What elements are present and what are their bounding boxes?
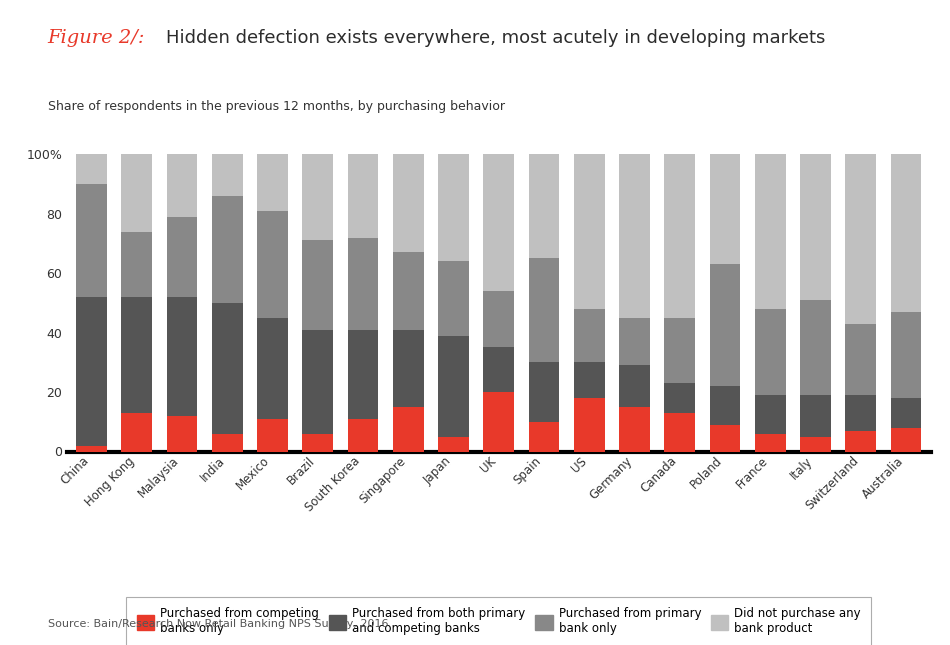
Legend: Purchased from competing
banks only, Purchased from both primary
and competing b: Purchased from competing banks only, Pur… <box>126 597 871 645</box>
Bar <box>891 398 921 428</box>
Bar <box>438 154 469 261</box>
Text: Share of respondents in the previous 12 months, by purchasing behavior: Share of respondents in the previous 12 … <box>48 100 504 113</box>
Bar <box>348 419 378 452</box>
Bar <box>846 395 876 431</box>
Text: Hidden defection exists everywhere, most acutely in developing markets: Hidden defection exists everywhere, most… <box>166 29 826 47</box>
Bar <box>302 433 333 452</box>
Bar <box>212 196 242 303</box>
Bar <box>710 154 740 264</box>
Bar <box>302 330 333 433</box>
Bar <box>574 362 604 398</box>
Bar <box>846 324 876 395</box>
Bar <box>212 433 242 452</box>
Bar <box>76 446 106 452</box>
Bar <box>619 154 650 318</box>
Bar <box>257 419 288 452</box>
Bar <box>846 154 876 324</box>
Bar <box>664 383 695 413</box>
Bar <box>891 312 921 398</box>
Bar <box>891 428 921 452</box>
Bar <box>393 330 424 407</box>
Bar <box>574 154 604 309</box>
Bar <box>484 154 514 291</box>
Bar <box>302 154 333 241</box>
Bar <box>212 154 242 196</box>
Bar <box>710 386 740 425</box>
Bar <box>393 154 424 252</box>
Bar <box>484 392 514 451</box>
Bar <box>122 232 152 297</box>
Bar <box>710 264 740 386</box>
Bar <box>76 154 106 184</box>
Bar <box>755 154 786 309</box>
Bar <box>846 431 876 451</box>
Bar <box>528 154 560 258</box>
Bar <box>257 154 288 211</box>
Bar <box>348 330 378 419</box>
Bar <box>664 318 695 383</box>
Bar <box>393 252 424 330</box>
Bar <box>438 437 469 451</box>
Bar <box>484 291 514 348</box>
Bar <box>528 422 560 452</box>
Bar <box>800 154 831 300</box>
Bar <box>122 154 152 232</box>
Bar <box>755 433 786 452</box>
Bar <box>257 211 288 318</box>
Bar <box>76 184 106 297</box>
Bar <box>755 309 786 395</box>
Bar <box>122 413 152 452</box>
Bar <box>800 300 831 395</box>
Bar <box>393 407 424 452</box>
Bar <box>528 362 560 422</box>
Bar <box>800 437 831 451</box>
Bar <box>166 217 198 297</box>
Text: Figure 2/:: Figure 2/: <box>48 29 145 47</box>
Bar <box>574 398 604 451</box>
Bar <box>212 303 242 433</box>
Bar <box>710 425 740 451</box>
Bar <box>619 407 650 452</box>
Bar <box>166 297 198 416</box>
Bar <box>800 395 831 437</box>
Bar <box>438 261 469 335</box>
Text: Source: Bain/Research Now Retail Banking NPS Survey, 2016: Source: Bain/Research Now Retail Banking… <box>48 619 388 629</box>
Bar <box>619 318 650 365</box>
Bar <box>348 237 378 330</box>
Bar <box>484 348 514 392</box>
Bar <box>122 297 152 413</box>
Bar <box>348 154 378 237</box>
Bar <box>528 258 560 362</box>
Bar <box>664 154 695 318</box>
Bar <box>302 241 333 330</box>
Bar <box>755 395 786 433</box>
Bar <box>438 335 469 437</box>
Bar <box>257 318 288 419</box>
Bar <box>76 297 106 446</box>
Bar <box>166 154 198 217</box>
Bar <box>891 154 921 312</box>
Bar <box>664 413 695 452</box>
Bar <box>619 365 650 407</box>
Bar <box>166 416 198 452</box>
Bar <box>574 309 604 362</box>
